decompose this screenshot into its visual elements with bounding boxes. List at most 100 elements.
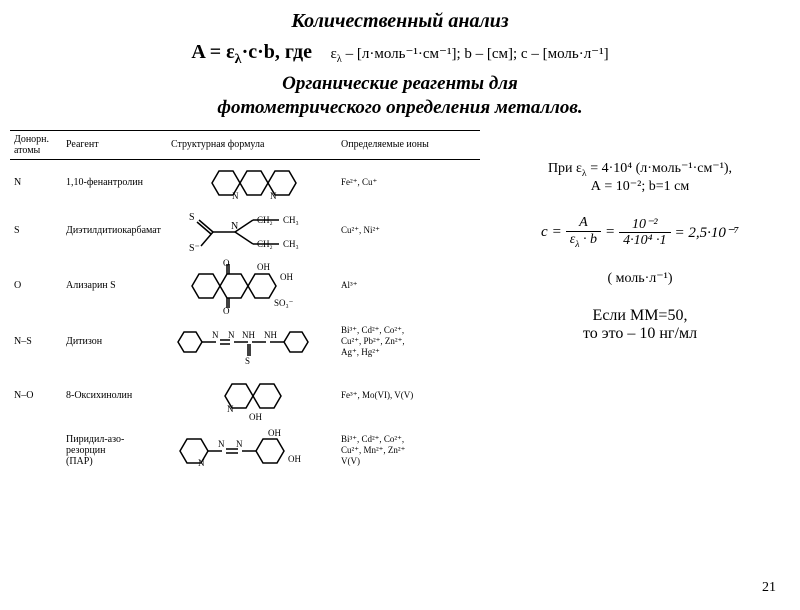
ions-cell: Fe²⁺, Cu⁺ bbox=[337, 159, 480, 206]
dithizone-icon: N N NH NH S bbox=[172, 318, 332, 366]
struct-cell: N N bbox=[167, 159, 337, 206]
svg-text:NH: NH bbox=[264, 330, 277, 340]
eq-eq1: = bbox=[552, 224, 562, 241]
unit-label: ( моль·л⁻¹) bbox=[490, 270, 790, 287]
frac-1: A ελ · b bbox=[566, 215, 601, 250]
f1-tail: · b bbox=[580, 232, 598, 247]
svg-text:OH: OH bbox=[257, 262, 270, 272]
formula-main-sub: λ bbox=[235, 52, 242, 67]
formula-defs: ελ – [л·моль⁻¹·см⁻¹]; b – [см]; с – [мол… bbox=[330, 46, 608, 62]
svg-text:N: N bbox=[227, 404, 234, 414]
struct-cell: O O OH OH SO₃⁻ bbox=[167, 256, 337, 316]
frac-2: 10⁻² 4·10⁴ ·1 bbox=[619, 217, 670, 249]
par-icon: N N N OH OH bbox=[172, 426, 332, 476]
svg-text:N: N bbox=[228, 330, 235, 340]
svg-text:OH: OH bbox=[280, 272, 293, 282]
struct-cell: N N NH NH S bbox=[167, 316, 337, 368]
svg-text:N: N bbox=[270, 191, 277, 201]
svg-text:S: S bbox=[189, 212, 195, 223]
th-reagent: Реагент bbox=[62, 130, 167, 159]
svg-text:CH₂: CH₂ bbox=[257, 239, 273, 249]
struct-cell: N N N OH OH bbox=[167, 424, 337, 478]
reagent-table: Донорн. атомы Реагент Структурная формул… bbox=[10, 130, 480, 478]
frac2-top: 10⁻² bbox=[628, 217, 662, 232]
table-row: N 1,10-фенантролин N N bbox=[10, 159, 480, 206]
beer-lambert-formula: A = ελ·c·b, где ελ – [л·моль⁻¹·см⁻¹]; b … bbox=[0, 41, 800, 68]
reagent-cell: 8-Оксихинолин bbox=[62, 368, 167, 424]
th-ions: Определяемые ионы bbox=[337, 130, 480, 159]
svg-text:NH: NH bbox=[242, 330, 255, 340]
svg-text:N: N bbox=[232, 191, 239, 201]
table-row: O Ализарин S O O bbox=[10, 256, 480, 316]
svg-text:CH₃: CH₃ bbox=[283, 215, 299, 225]
eq-result: = 2,5·10⁻⁷ bbox=[675, 223, 740, 242]
svg-text:S⁻: S⁻ bbox=[189, 243, 200, 254]
donor-cell: O bbox=[10, 256, 62, 316]
table-row: Пиридил-азо-резорцин (ПАР) N N bbox=[10, 424, 480, 478]
frac1-bot: ελ · b bbox=[566, 232, 601, 251]
mm-l2: то это – 10 нг/мл bbox=[583, 325, 697, 342]
reagent-cell: Дитизон bbox=[62, 316, 167, 368]
table-row: N–S Дитизон bbox=[10, 316, 480, 368]
eq-eq2: = bbox=[605, 224, 615, 241]
svg-text:OH: OH bbox=[288, 454, 301, 464]
table-header-row: Донорн. атомы Реагент Структурная формул… bbox=[10, 130, 480, 159]
ions-cell: Bi³⁺, Cd²⁺, Co²⁺, Cu²⁺, Mn²⁺, Zn²⁺ V(V) bbox=[337, 424, 480, 478]
svg-text:N: N bbox=[212, 330, 219, 340]
donor-cell: S bbox=[10, 206, 62, 256]
th-struct: Структурная формула bbox=[167, 130, 337, 159]
formula-def-tail: – [л·моль⁻¹·см⁻¹]; b – [см]; с – [моль·л… bbox=[342, 46, 609, 62]
donor-cell: N–O bbox=[10, 368, 62, 424]
eq-var: c bbox=[541, 224, 548, 241]
table-row: S Диэтилдитиокарбамат bbox=[10, 206, 480, 256]
reagent-cell: Ализарин S bbox=[62, 256, 167, 316]
donor-cell: N–S bbox=[10, 316, 62, 368]
formula-main-tail: ·c·b, где bbox=[242, 41, 312, 63]
dithiocarbamate-icon: S S⁻ N CH₂ CH₂ CH₃ CH₃ bbox=[187, 208, 317, 254]
example-conditions: При ελ = 4·10⁴ (л·моль⁻¹·см⁻¹), А = 10⁻²… bbox=[490, 160, 790, 196]
ex-l2: А = 10⁻²; b=1 см bbox=[591, 179, 689, 194]
formula-main-txt: A = ε bbox=[191, 41, 234, 63]
ex-l1a: При ε bbox=[548, 161, 582, 176]
oxyquinoline-icon: N OH bbox=[207, 370, 297, 422]
ions-cell: Fe³⁺, Mo(VI), V(V) bbox=[337, 368, 480, 424]
svg-text:OH: OH bbox=[249, 412, 262, 422]
subtitle: Органические реагенты для фотометрическо… bbox=[0, 72, 800, 120]
reagent-cell: Пиридил-азо-резорцин (ПАР) bbox=[62, 424, 167, 478]
side-panel: При ελ = 4·10⁴ (л·моль⁻¹·см⁻¹), А = 10⁻²… bbox=[480, 130, 800, 478]
svg-text:S: S bbox=[245, 356, 250, 366]
frac2-bot: 4·10⁴ ·1 bbox=[619, 233, 670, 248]
reagent-cell: Диэтилдитиокарбамат bbox=[62, 206, 167, 256]
svg-text:N: N bbox=[218, 439, 225, 449]
svg-text:OH: OH bbox=[268, 428, 281, 438]
ions-cell: Cu²⁺, Ni²⁺ bbox=[337, 206, 480, 256]
th-donor: Донорн. атомы bbox=[10, 130, 62, 159]
content-row: Донорн. атомы Реагент Структурная формул… bbox=[0, 130, 800, 478]
struct-cell: S S⁻ N CH₂ CH₂ CH₃ CH₃ bbox=[167, 206, 337, 256]
concentration-equation: c = A ελ · b = 10⁻² 4·10⁴ ·1 = 2,5·10⁻⁷ bbox=[490, 215, 790, 250]
ex-l1b: = 4·10⁴ (л·моль⁻¹·см⁻¹), bbox=[587, 161, 732, 176]
alizarin-icon: O O OH OH SO₃⁻ bbox=[182, 258, 322, 314]
phenanthroline-icon: N N bbox=[197, 162, 307, 204]
ions-cell: Al³⁺ bbox=[337, 256, 480, 316]
svg-text:O: O bbox=[223, 306, 230, 314]
svg-text:CH₃: CH₃ bbox=[283, 239, 299, 249]
ions-cell: Bi³⁺, Cd²⁺, Co²⁺, Cu²⁺, Pb²⁺, Zn²⁺, Ag⁺,… bbox=[337, 316, 480, 368]
subtitle-line1: Органические реагенты для bbox=[282, 73, 518, 94]
svg-text:N: N bbox=[198, 458, 205, 468]
svg-text:N: N bbox=[236, 439, 243, 449]
struct-cell: N OH bbox=[167, 368, 337, 424]
reagent-table-wrap: Донорн. атомы Реагент Структурная формул… bbox=[0, 130, 480, 478]
mm-l1: Если ММ=50, bbox=[593, 307, 688, 324]
svg-text:SO₃⁻: SO₃⁻ bbox=[274, 298, 294, 308]
reagent-cell: 1,10-фенантролин bbox=[62, 159, 167, 206]
frac1-top: A bbox=[575, 215, 592, 230]
donor-cell: N bbox=[10, 159, 62, 206]
svg-text:N: N bbox=[231, 221, 238, 232]
subtitle-line2: фотометрического определения металлов. bbox=[217, 97, 582, 118]
table-row: N–O 8-Оксихинолин N OH Fe³⁺, Mo(VI), V(V bbox=[10, 368, 480, 424]
donor-cell bbox=[10, 424, 62, 478]
svg-text:CH₂: CH₂ bbox=[257, 215, 273, 225]
formula-main: A = ελ·c·b, где bbox=[191, 41, 317, 63]
svg-text:O: O bbox=[223, 258, 230, 268]
